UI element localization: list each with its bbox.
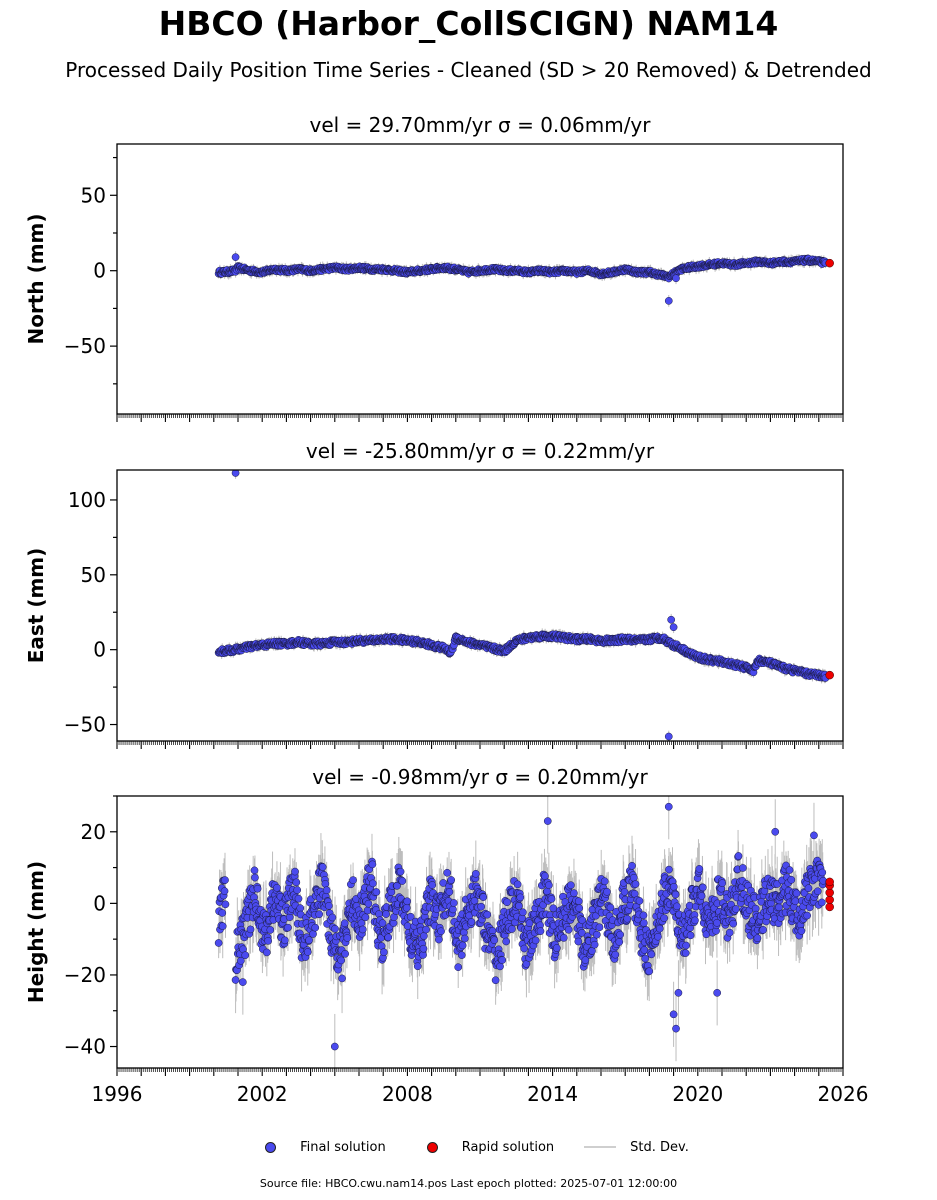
outlier-point [667, 615, 676, 624]
plot-frame-0 [116, 143, 844, 415]
chart-subtitle: Processed Daily Position Time Series - C… [65, 58, 872, 82]
rapid-point [825, 258, 834, 268]
outlier-point [664, 732, 673, 741]
y-tick-label: 50 [81, 563, 106, 587]
y-tick-label: −50 [64, 713, 106, 737]
outlier-point [231, 253, 240, 261]
outlier-point [669, 623, 678, 632]
y-tick-label: 0 [93, 259, 106, 283]
y-tick-label: 0 [93, 638, 106, 662]
plot-frame-1 [116, 469, 844, 742]
outlier-point [672, 274, 680, 283]
outlier-point [231, 470, 240, 477]
stddev-bars-1 [218, 470, 827, 741]
y-axis-label-0: North (mm) [24, 213, 48, 344]
outlier-point [664, 297, 673, 305]
y-tick-label: 50 [81, 183, 106, 207]
final-points-1 [214, 470, 834, 741]
chart-title: HBCO (Harbor_CollSCIGN) NAM14 [158, 4, 779, 43]
y-tick-label: 100 [68, 488, 106, 512]
panel-title-1: vel = -25.80mm/yr σ = 0.22mm/yr [306, 439, 655, 463]
rapid-point [825, 670, 834, 680]
y-tick-label: −50 [64, 334, 106, 358]
final-points-0 [214, 253, 834, 305]
y-axis-label-1: East (mm) [24, 548, 48, 664]
panel-title-0: vel = 29.70mm/yr σ = 0.06mm/yr [310, 113, 652, 137]
